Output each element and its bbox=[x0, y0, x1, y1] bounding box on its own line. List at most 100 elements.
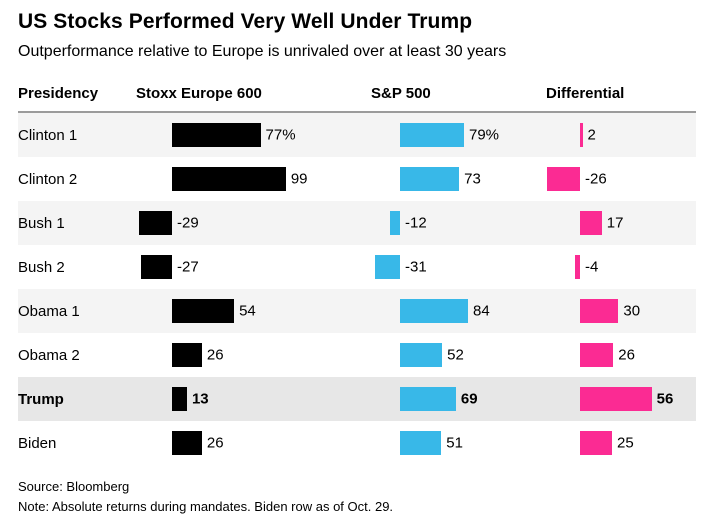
differential-bar-cell: 17 bbox=[546, 201, 696, 245]
row-label-presidency: Trump bbox=[18, 390, 64, 408]
stoxx-bar-cell: 54 bbox=[136, 289, 371, 333]
table-row: Bush 2 -27 -31 -4 bbox=[18, 245, 696, 289]
bar-value-label: -12 bbox=[405, 214, 427, 232]
bar-value-label: -29 bbox=[177, 214, 199, 232]
row-label-presidency: Obama 2 bbox=[18, 346, 80, 364]
differential-bar-cell: 2 bbox=[546, 113, 696, 157]
bar-value-label: 26 bbox=[206, 434, 224, 452]
bar-value-label: 26 bbox=[206, 346, 224, 364]
bar bbox=[400, 343, 443, 367]
table-row: Obama 2 26 52 26 bbox=[18, 333, 696, 377]
bar bbox=[390, 211, 400, 235]
sp500-bar-cell: -12 bbox=[371, 201, 546, 245]
bar bbox=[172, 343, 202, 367]
bar-value-label: 73 bbox=[464, 170, 481, 188]
column-header-differential: Differential bbox=[546, 85, 625, 102]
bar-value-label: 51 bbox=[446, 434, 463, 452]
table-row: Bush 1 -29 -12 17 bbox=[18, 201, 696, 245]
chart-subtitle: Outperformance relative to Europe is unr… bbox=[18, 43, 507, 60]
bar bbox=[400, 387, 456, 411]
stoxx-bar-cell: -29 bbox=[136, 201, 371, 245]
table-row: Clinton 2 99 73 -26 bbox=[18, 157, 696, 201]
bar-value-label: 30 bbox=[623, 302, 641, 320]
bar bbox=[580, 211, 602, 235]
bar-value-label: 84 bbox=[473, 302, 490, 320]
chart-title: US Stocks Performed Very Well Under Trum… bbox=[18, 10, 473, 33]
bar-value-label: 79% bbox=[468, 126, 500, 144]
bar bbox=[172, 431, 202, 455]
bar bbox=[580, 123, 583, 147]
bar bbox=[580, 299, 619, 323]
bar-value-label: -31 bbox=[405, 258, 427, 276]
stoxx-bar-cell: 13 bbox=[136, 377, 371, 421]
bar-value-label: 56 bbox=[656, 390, 674, 408]
column-header-sp500: S&P 500 bbox=[371, 85, 431, 102]
bar bbox=[400, 167, 460, 191]
differential-bar-cell: 25 bbox=[546, 421, 696, 465]
chart-footer: Source: Bloomberg Note: Absolute returns… bbox=[18, 477, 696, 516]
table-row: Clinton 1 77% 79% 2 bbox=[18, 113, 696, 157]
bar-value-label: 52 bbox=[447, 346, 464, 364]
chart-rows: Clinton 1 77% 79% 2 Clinton 2 99 73 -26 Bush 1 -2… bbox=[18, 113, 696, 465]
sp500-bar-cell: 73 bbox=[371, 157, 546, 201]
differential-bar-cell: -4 bbox=[546, 245, 696, 289]
bar bbox=[140, 255, 172, 279]
table-row: Trump 13 69 56 bbox=[18, 377, 696, 421]
bar-value-label: -27 bbox=[177, 258, 199, 276]
bar bbox=[138, 211, 172, 235]
stoxx-bar-cell: 77% bbox=[136, 113, 371, 157]
stoxx-bar-cell: 99 bbox=[136, 157, 371, 201]
stoxx-bar-cell: 26 bbox=[136, 421, 371, 465]
bar-value-label: 2 bbox=[587, 126, 596, 144]
sp500-bar-cell: 79% bbox=[371, 113, 546, 157]
bar bbox=[400, 299, 469, 323]
stoxx-bar-cell: -27 bbox=[136, 245, 371, 289]
differential-bar-cell: 30 bbox=[546, 289, 696, 333]
column-headers: Presidency Stoxx Europe 600 S&P 500 Diff… bbox=[18, 85, 696, 113]
bar bbox=[172, 299, 235, 323]
bar-value-label: 69 bbox=[460, 390, 478, 408]
bar-value-label: -26 bbox=[585, 170, 607, 188]
sp500-bar-cell: -31 bbox=[371, 245, 546, 289]
stoxx-bar-cell: 26 bbox=[136, 333, 371, 377]
bar-value-label: 54 bbox=[239, 302, 256, 320]
bar bbox=[574, 255, 580, 279]
sp500-bar-cell: 52 bbox=[371, 333, 546, 377]
differential-bar-cell: 26 bbox=[546, 333, 696, 377]
row-label-presidency: Biden bbox=[18, 434, 57, 452]
bar bbox=[580, 343, 614, 367]
sp500-bar-cell: 51 bbox=[371, 421, 546, 465]
bar-value-label: 13 bbox=[191, 390, 209, 408]
table-row: Obama 1 54 84 30 bbox=[18, 289, 696, 333]
bar bbox=[400, 123, 464, 147]
bar bbox=[374, 255, 400, 279]
column-header-stoxx: Stoxx Europe 600 bbox=[136, 85, 262, 102]
bar bbox=[172, 387, 187, 411]
row-label-presidency: Bush 2 bbox=[18, 258, 65, 276]
sp500-bar-cell: 84 bbox=[371, 289, 546, 333]
bar-value-label: 26 bbox=[618, 346, 635, 364]
bar-value-label: -4 bbox=[585, 258, 599, 276]
bar bbox=[172, 167, 286, 191]
bar bbox=[580, 387, 652, 411]
bar bbox=[172, 123, 261, 147]
column-header-presidency: Presidency bbox=[18, 85, 99, 102]
bar bbox=[400, 431, 442, 455]
table-row: Biden 26 51 25 bbox=[18, 421, 696, 465]
bar bbox=[580, 431, 612, 455]
bar-value-label: 17 bbox=[606, 214, 624, 232]
differential-bar-cell: 56 bbox=[546, 377, 696, 421]
source-text: Source: Bloomberg bbox=[18, 479, 130, 494]
bar-value-label: 99 bbox=[290, 170, 308, 188]
bar bbox=[546, 167, 580, 191]
row-label-presidency: Obama 1 bbox=[18, 302, 80, 320]
bar-value-label: 25 bbox=[617, 434, 634, 452]
row-label-presidency: Bush 1 bbox=[18, 214, 65, 232]
note-text: Note: Absolute returns during mandates. … bbox=[18, 498, 394, 514]
row-label-presidency: Clinton 1 bbox=[18, 126, 78, 144]
differential-bar-cell: -26 bbox=[546, 157, 696, 201]
bar-value-label: 77% bbox=[265, 126, 296, 144]
sp500-bar-cell: 69 bbox=[371, 377, 546, 421]
row-label-presidency: Clinton 2 bbox=[18, 170, 78, 188]
